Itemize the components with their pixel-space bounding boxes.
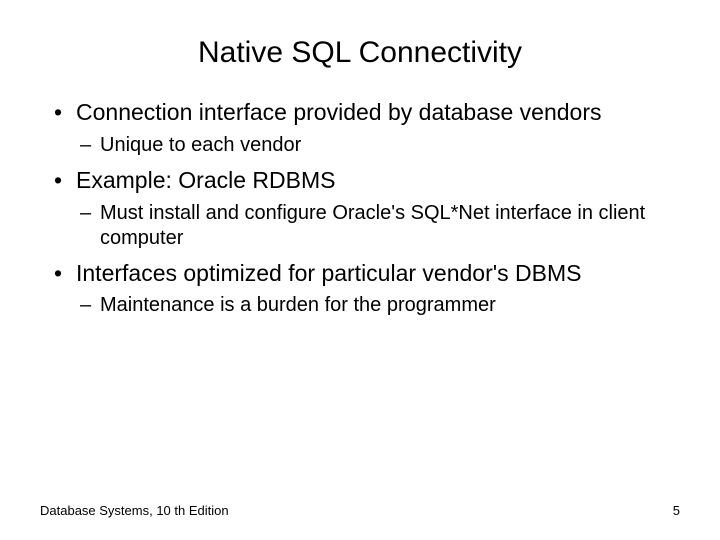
- footer-page-number: 5: [673, 503, 680, 518]
- footer-source: Database Systems, 10 th Edition: [40, 503, 229, 518]
- slide-title: Native SQL Connectivity: [48, 36, 672, 70]
- slide: Native SQL Connectivity Connection inter…: [0, 0, 720, 540]
- bullet-level1: Connection interface provided by databas…: [48, 98, 672, 127]
- bullet-level2: Unique to each vendor: [48, 133, 672, 158]
- bullet-level1: Example: Oracle RDBMS: [48, 166, 672, 195]
- bullet-level2: Maintenance is a burden for the programm…: [48, 293, 672, 318]
- bullet-level1: Interfaces optimized for particular vend…: [48, 259, 672, 288]
- slide-content: Connection interface provided by databas…: [48, 98, 672, 318]
- bullet-level2: Must install and configure Oracle's SQL*…: [48, 201, 672, 251]
